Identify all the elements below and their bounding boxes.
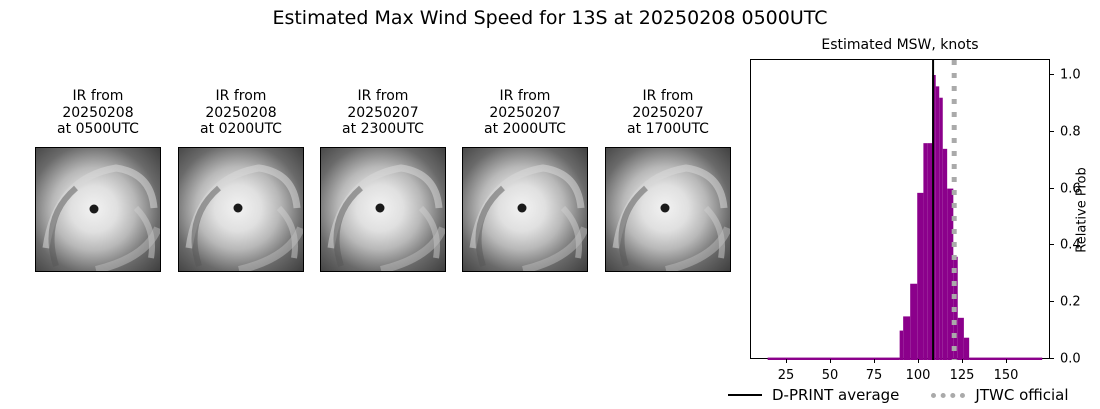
y-tick-label: 0.4 — [1060, 237, 1081, 253]
histogram-bar — [969, 357, 1043, 360]
thumbnail-title-line: IR from — [215, 88, 267, 104]
x-tick-label: 125 — [949, 368, 975, 383]
thumbnail-title: IR from 20250208 at 0500UTC — [35, 88, 161, 140]
histogram-bar — [903, 316, 911, 360]
legend: D-PRINT average JTWC official — [728, 386, 1069, 404]
y-tick-mark — [1050, 130, 1054, 132]
x-tick-mark — [874, 359, 875, 363]
legend-label-jtwc: JTWC official — [975, 386, 1069, 404]
solid-line-icon — [728, 394, 762, 396]
thumbnail-title-line: 20250207 — [489, 104, 561, 121]
thumbnail-title-line: IR from — [499, 88, 551, 104]
y-tick-mark — [1050, 301, 1054, 303]
thumbnail-title-line: at 2000UTC — [484, 121, 566, 137]
thumbnail-title-line: IR from — [642, 88, 694, 104]
thumbnail-title-line: 20250207 — [632, 104, 704, 121]
histogram-bar — [939, 97, 943, 360]
histogram-bar — [923, 143, 928, 360]
ir-satellite-image — [178, 147, 304, 272]
histogram-bar — [957, 317, 964, 360]
y-tick-label: 1.0 — [1060, 67, 1081, 83]
thumbnail-title: IR from 20250207 at 2000UTC — [462, 88, 588, 140]
ir-thumbnail: IR from 20250207 at 2000UTC — [462, 88, 588, 272]
histogram-title: Estimated MSW, knots — [821, 37, 979, 53]
x-tick-label: 25 — [777, 368, 795, 383]
y-tick-mark — [1050, 187, 1054, 189]
y-axis-label: Relative Prob — [1074, 167, 1090, 253]
thumbnail-title-line: at 0200UTC — [200, 121, 282, 137]
thumbnail-title: IR from 20250208 at 0200UTC — [178, 88, 304, 140]
x-tick-label: 50 — [821, 368, 839, 383]
thumbnail-title-line: 20250207 — [347, 104, 419, 121]
legend-item-jtwc: JTWC official — [931, 386, 1069, 404]
y-tick-label: 0.0 — [1060, 351, 1081, 367]
x-tick-label: 150 — [993, 368, 1019, 383]
histogram-bar — [767, 357, 900, 360]
thumbnail-title: IR from 20250207 at 1700UTC — [605, 88, 731, 140]
histogram-bar — [935, 86, 940, 361]
legend-item-dprint: D-PRINT average — [728, 386, 899, 404]
x-tick-mark — [918, 359, 919, 363]
histogram-axes — [750, 59, 1050, 361]
x-tick-mark — [830, 359, 831, 363]
thumbnail-title-line: at 1700UTC — [627, 121, 709, 137]
ir-thumbnail: IR from 20250208 at 0200UTC — [178, 88, 304, 272]
y-tick-label: 0.8 — [1060, 124, 1081, 140]
histogram-bar — [947, 188, 954, 360]
histogram-bar — [942, 148, 948, 360]
legend-label-dprint: D-PRINT average — [772, 386, 900, 404]
x-tick-mark — [1006, 359, 1007, 363]
ir-thumbnail: IR from 20250208 at 0500UTC — [35, 88, 161, 272]
y-tick-mark — [1050, 358, 1054, 359]
ir-thumbnail: IR from 20250207 at 2300UTC — [320, 88, 446, 272]
y-tick-label: 0.2 — [1060, 294, 1081, 310]
thumbnail-title-line: 20250208 — [62, 104, 134, 121]
ir-thumbnail: IR from 20250207 at 1700UTC — [605, 88, 731, 272]
thumbnail-title-line: IR from — [72, 88, 124, 104]
x-tick-label: 100 — [905, 368, 931, 383]
y-tick-label: 0.6 — [1060, 181, 1081, 197]
histogram-bar — [899, 330, 904, 360]
histogram-bar — [927, 143, 933, 360]
thumbnail-title: IR from 20250207 at 2300UTC — [320, 88, 446, 140]
ir-satellite-image — [462, 147, 588, 272]
thumbnail-title-line: at 2300UTC — [342, 121, 424, 137]
figure-title: Estimated Max Wind Speed for 13S at 2025… — [272, 7, 828, 29]
dotted-line-icon — [931, 392, 966, 398]
histogram-bar — [963, 337, 970, 360]
y-tick-mark — [1050, 244, 1054, 246]
thumbnail-title-line: at 0500UTC — [57, 121, 139, 137]
histogram-plot — [767, 60, 1043, 361]
histogram-bar — [910, 283, 918, 360]
y-tick-mark — [1050, 74, 1054, 75]
x-tick-mark — [786, 359, 787, 363]
thumbnail-title-line: IR from — [357, 88, 409, 104]
histogram-bar — [917, 192, 924, 360]
ir-satellite-image — [320, 147, 446, 272]
x-tick-mark — [962, 359, 963, 363]
x-tick-label: 75 — [865, 368, 883, 383]
thumbnail-title-line: 20250208 — [205, 104, 277, 121]
ir-satellite-image — [35, 147, 161, 272]
ir-satellite-image — [605, 147, 731, 272]
